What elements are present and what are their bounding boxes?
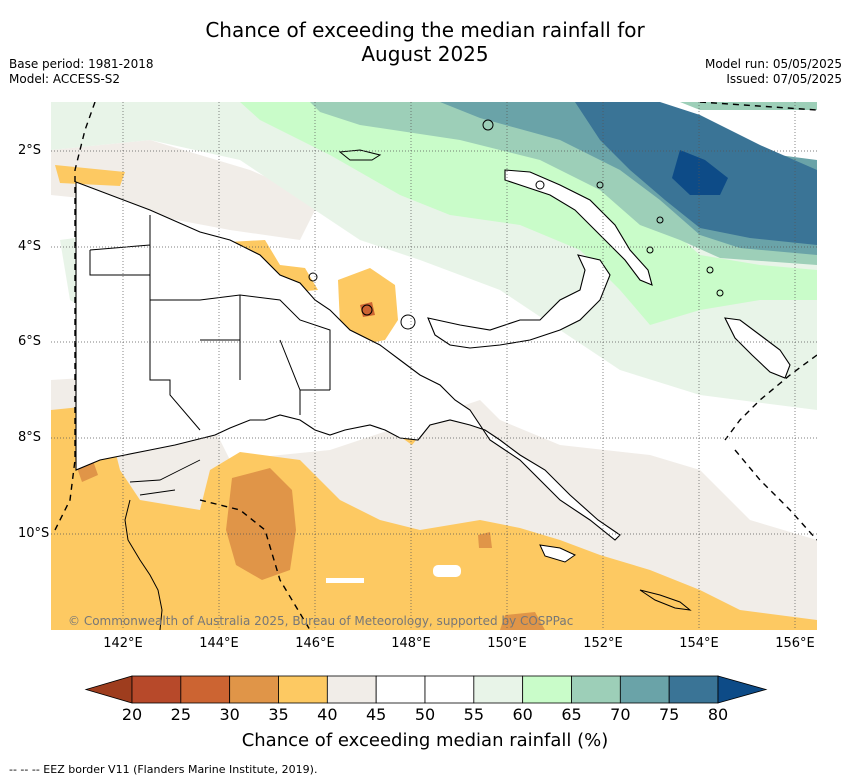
colorbar-tick: 25	[170, 705, 191, 724]
issued-date: Issued: 07/05/2025	[726, 72, 842, 86]
probability-zone-35-40	[55, 165, 125, 186]
colorbar-segment	[278, 675, 328, 704]
louisiade-islands	[639, 589, 692, 611]
probability-zone-40-45	[51, 140, 320, 240]
colorbar-over-arrow	[717, 675, 768, 704]
model-run: Model run: 05/05/2025	[704, 57, 842, 71]
x-tick-label: 150°E	[487, 636, 527, 651]
colorbar-tick: 60	[512, 705, 533, 724]
y-tick-label: 4°S	[18, 239, 42, 254]
colorbar-tick: 75	[658, 705, 680, 724]
colorbar-segment	[131, 675, 182, 704]
colorbar-under-arrow	[84, 675, 133, 704]
png-mainland	[75, 181, 621, 541]
colorbar-segment	[473, 675, 524, 704]
probability-zone-30-35	[500, 612, 545, 630]
title-line-1: Chance of exceeding the median rainfall …	[205, 18, 645, 42]
base-period: Base period: 1981-2018	[9, 57, 154, 71]
colorbar-tick: 50	[414, 705, 436, 724]
new-britain	[427, 254, 611, 349]
x-tick-label: 156°E	[775, 636, 815, 651]
model-name: Model: ACCESS-S2	[9, 72, 121, 86]
colorbar-tick: 20	[121, 705, 143, 724]
probability-zone-30-35	[478, 532, 492, 548]
colorbar-tick: 65	[561, 705, 582, 724]
colorbar-tick: 40	[317, 705, 338, 724]
manus-island	[338, 149, 382, 161]
colorbar-tick: 30	[219, 705, 240, 724]
new-ireland	[504, 169, 653, 286]
colorbar-segment	[668, 675, 719, 704]
colorbar-tick: 55	[463, 705, 484, 724]
eez-border	[54, 102, 817, 630]
milne-bay-islands	[539, 544, 576, 563]
colorbar-tick: 35	[268, 705, 289, 724]
colorbar-segment	[375, 675, 426, 704]
map-title: Chance of exceeding the median rainfall …	[0, 18, 850, 66]
x-tick-label: 144°E	[199, 636, 239, 651]
colorbar-tick: 80	[707, 705, 729, 724]
colorbar-segment	[619, 675, 670, 704]
colorbar-segment	[571, 675, 621, 704]
colorbar	[84, 675, 768, 704]
y-tick-label: 2°S	[18, 143, 42, 158]
probability-zone-80-plus	[672, 150, 728, 195]
map-frame	[51, 102, 817, 630]
colorbar-segment	[424, 675, 475, 704]
torres-strait	[129, 459, 201, 496]
eez-footnote: -- -- -- EEZ border V11 (Flanders Marine…	[9, 763, 318, 776]
colorbar-segment	[326, 675, 377, 704]
meta-left: Base period: 1981-2018 Model: ACCESS-S2	[9, 57, 154, 87]
bougainville	[724, 317, 791, 379]
probability-zone-55-60	[51, 102, 817, 410]
y-tick-label: 6°S	[18, 334, 42, 349]
x-tick-label: 142°E	[103, 636, 143, 651]
colorbar-segment	[522, 675, 572, 704]
x-tick-label: 148°E	[391, 636, 431, 651]
colorbar-segment	[180, 675, 231, 704]
province-borders	[89, 215, 331, 431]
copyright-notice: © Commonwealth of Australia 2025, Bureau…	[68, 614, 574, 628]
x-tick-label: 146°E	[295, 636, 335, 651]
y-tick-label: 8°S	[18, 430, 42, 445]
x-tick-label: 152°E	[583, 636, 623, 651]
x-tick-label: 154°E	[679, 636, 719, 651]
probability-zone-35-40	[51, 405, 817, 630]
colorbar-tick: 45	[365, 705, 387, 724]
colorbar-tick: 70	[610, 705, 631, 724]
probability-zone-30-35	[226, 468, 296, 580]
cape-york-coast	[124, 499, 163, 630]
probability-zone-60-65	[240, 102, 817, 325]
colorbar-label: Chance of exceeding median rainfall (%)	[241, 730, 609, 751]
colorbar-segment	[229, 675, 279, 704]
graticule	[51, 102, 817, 630]
title-line-2: August 2025	[361, 42, 489, 66]
y-tick-label: 10°S	[18, 526, 50, 541]
meta-right: Model run: 05/05/2025 Issued: 07/05/2025	[705, 57, 842, 87]
